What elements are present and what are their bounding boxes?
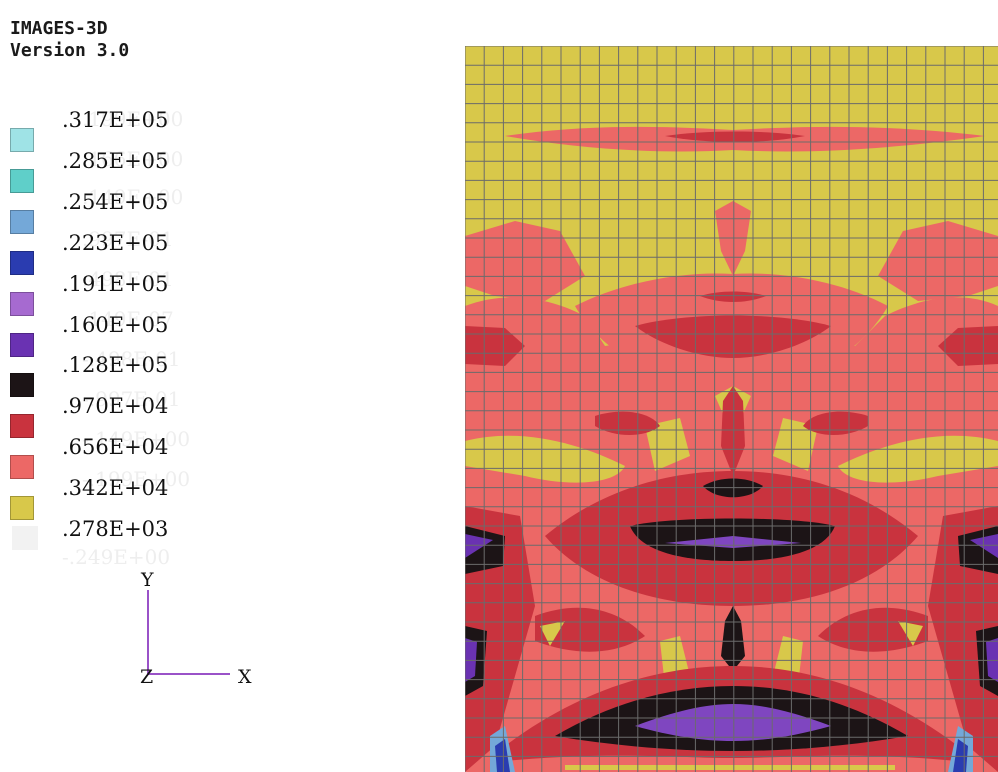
band-red-right-oval [803, 411, 868, 435]
legend-swatch [10, 414, 34, 439]
legend-value: .285E+05 [62, 148, 169, 173]
svg-text:-.149E+00: -.149E+00 [82, 427, 190, 451]
svg-text:-.997E-01: -.997E-01 [82, 387, 180, 411]
band-red-left-oval [595, 411, 660, 435]
svg-text:-.249E+00: -.249E+00 [62, 545, 170, 569]
z-axis-label: Z [140, 666, 153, 688]
legend-swatch [10, 128, 34, 152]
y-axis-label: Y [140, 569, 154, 591]
legend-swatch [10, 373, 34, 398]
legend-swatch [10, 209, 34, 234]
band-upper-left-lobe [465, 221, 585, 301]
legend-swatch [10, 496, 34, 521]
app-version: Version 3.0 [10, 40, 130, 61]
legend-entry: .160E+05 [10, 313, 230, 357]
band-red-centre-leaf [721, 386, 745, 476]
legend-value: .656E+04 [62, 435, 169, 460]
band-middle-red [635, 315, 831, 358]
legend-entry: .191E+05 [10, 272, 230, 316]
svg-text:.997E-01: .997E-01 [82, 227, 174, 251]
contour-plot [465, 46, 998, 772]
band-left-red [465, 326, 525, 366]
band-lower-yellow-right [898, 621, 923, 646]
band-yellow-right [838, 435, 998, 483]
legend-value: .970E+04 [62, 394, 169, 419]
legend-entry: .656E+04 [10, 435, 230, 480]
legend-value: .191E+05 [62, 271, 169, 296]
band-left-edge-red [465, 506, 535, 772]
legend-value: .223E+05 [62, 230, 169, 255]
legend-swatch [10, 291, 34, 316]
svg-text:.149E+00: .149E+00 [82, 185, 183, 209]
band-bottom-purple [635, 704, 831, 741]
contour-bands [465, 46, 998, 772]
legend-swatch [10, 332, 34, 357]
svg-text:.166E+00: .166E+00 [82, 147, 183, 171]
legend-entry: .970E+04 [10, 394, 230, 439]
svg-text:.498E-01: .498E-01 [82, 267, 174, 291]
app-title: IMAGES-3D [10, 18, 108, 39]
svg-text:.149E-07: .149E-07 [82, 307, 174, 331]
legend-entry: .278E+03 [10, 517, 230, 545]
band-top-red [665, 131, 805, 142]
svg-text:-.199E+00: -.199E+00 [82, 467, 190, 491]
band-lower-yellow-left [540, 621, 565, 646]
app-header: IMAGES-3D Version 3.0 [10, 18, 129, 62]
axes-triad: Y X Z [140, 569, 252, 688]
legend-value: .342E+04 [62, 476, 169, 501]
band-yellow-mid-right [773, 418, 818, 471]
legend-value: .278E+03 [62, 517, 169, 541]
legend-entry: .285E+05 [10, 149, 230, 193]
ghost-background: Version 3.0 .199E+00 .166E+00 .149E+00 .… [12, 107, 190, 569]
band-middle-red-top [700, 291, 766, 302]
legend-value: .160E+05 [62, 312, 169, 337]
legend-swatch [10, 250, 34, 275]
band-bottom-yellow-strip [565, 765, 895, 770]
svg-text:-.498E-01: -.498E-01 [82, 347, 180, 371]
band-upper-right-lobe [878, 221, 998, 301]
mesh-grid [465, 46, 998, 772]
band-left-edge-purple [465, 534, 493, 558]
legend-value: .317E+05 [62, 108, 169, 132]
legend-swatch [10, 168, 34, 193]
legend-swatch [10, 455, 34, 480]
legend-entry: .317E+05 [10, 108, 230, 152]
band-bottom-left-dark-blue [495, 739, 510, 772]
legend-value: .254E+05 [62, 189, 169, 214]
band-yellow-mid-left [645, 418, 690, 471]
legend-entry: .254E+05 [10, 190, 230, 234]
legend-value: .128E+05 [62, 353, 169, 378]
legend-entry: .342E+04 [10, 476, 230, 521]
svg-text:.199E+00: .199E+00 [82, 107, 183, 131]
legend-entry: .128E+05 [10, 353, 230, 398]
band-right-edge-purple [970, 534, 998, 558]
band-yellow-left [465, 435, 625, 483]
x-axis-label: X [238, 666, 252, 688]
legend-entry: .223E+05 [10, 231, 230, 275]
